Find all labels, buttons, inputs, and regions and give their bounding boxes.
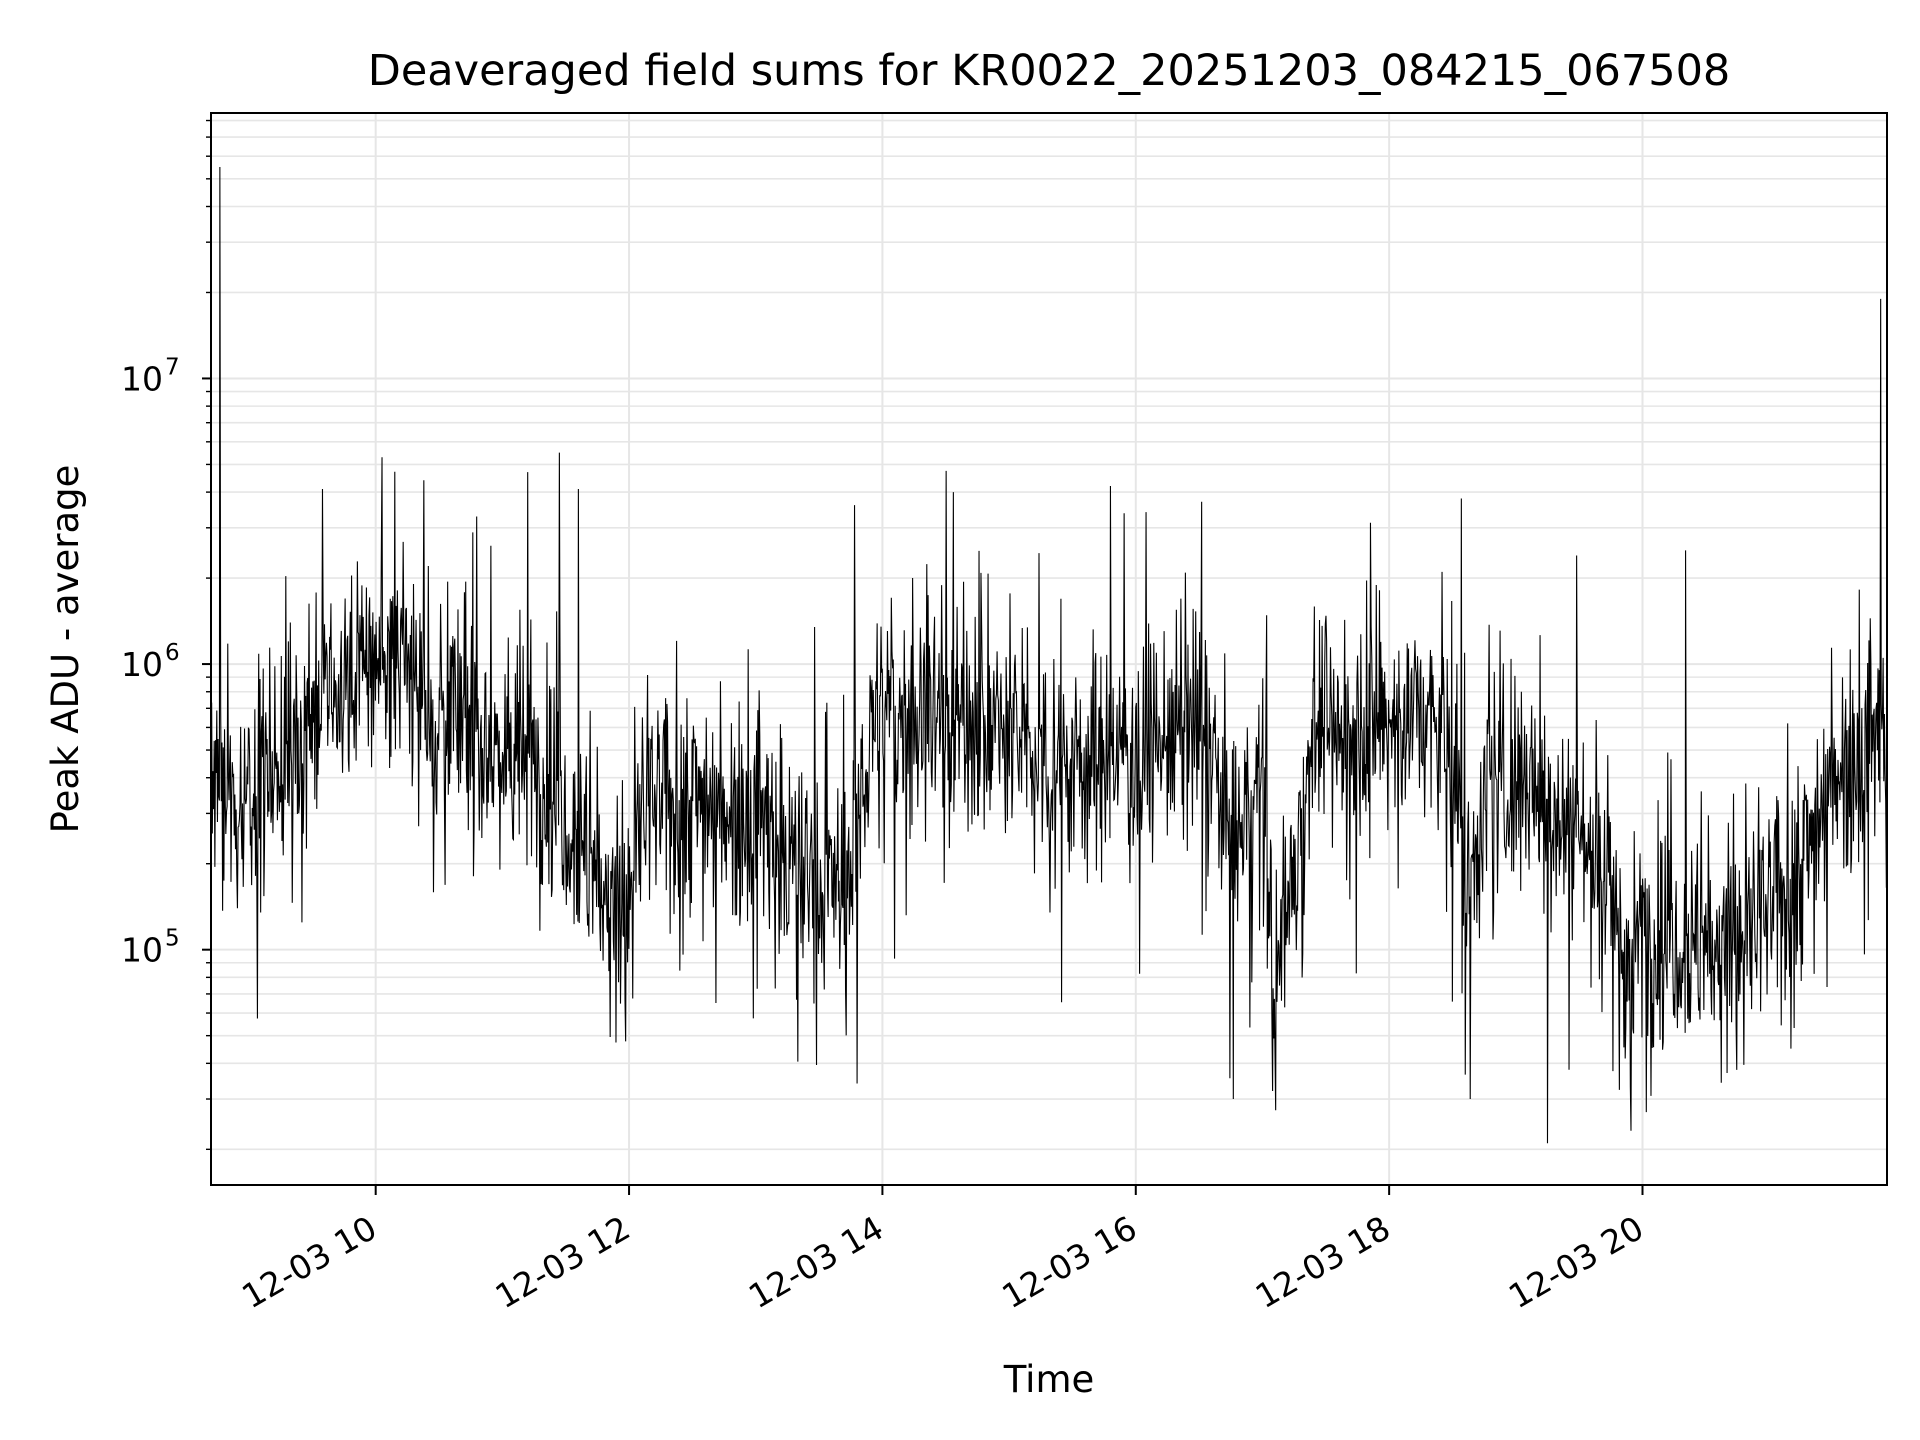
series-line-deaveraged-field-sum [210,166,1888,1144]
y-tick-base: 10 [121,645,163,684]
y-tick-exponent: 5 [165,926,180,952]
y-tick-base: 10 [121,931,163,970]
y-axis-label: Peak ADU - average [44,465,87,834]
x-axis-label: Time [1003,1358,1095,1401]
y-tick-label: 10 [121,645,163,684]
plot-frame [210,112,1888,1186]
plot-area [210,166,1888,1144]
y-tick-exponent: 7 [165,354,180,380]
y-tick-exponent: 6 [165,640,180,666]
y-tick-base: 10 [121,359,163,398]
y-tick-label: 10 [121,931,163,970]
y-tick-label: 10 [121,359,163,398]
chart-title: Deaveraged field sums for KR0022_2025120… [368,46,1731,96]
